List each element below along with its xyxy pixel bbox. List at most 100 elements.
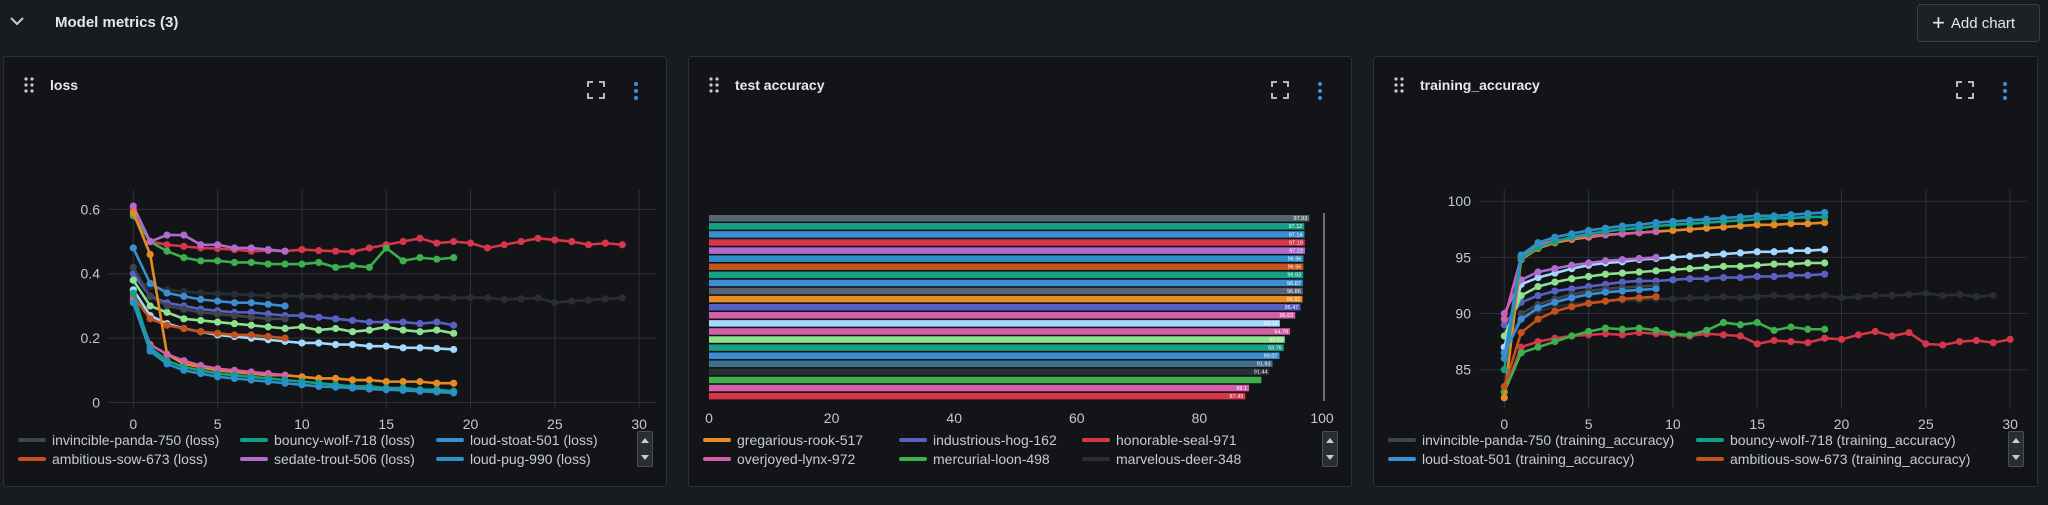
y-tick-label: 85 [1455, 362, 1471, 378]
data-point [332, 263, 340, 271]
series-line [132, 299, 286, 377]
add-chart-button[interactable]: + Add chart [1917, 4, 2040, 42]
legend-item[interactable]: invincible-panda-750 (loss) [18, 432, 219, 448]
data-point [247, 376, 255, 384]
legend-item[interactable]: industrious-hog-162 [899, 432, 1057, 448]
data-point [1955, 338, 1964, 346]
data-point [1972, 336, 1981, 345]
legend-item[interactable]: ambitious-sow-673 (loss) [18, 451, 208, 467]
arrow-down-icon[interactable] [1326, 455, 1334, 460]
data-point [1669, 226, 1677, 235]
data-point [1736, 222, 1744, 230]
arrow-up-icon[interactable] [1326, 438, 1334, 443]
data-point [1770, 260, 1778, 268]
data-point [281, 334, 289, 342]
data-point [1804, 247, 1812, 255]
bar-value-label: 93.07 [1264, 354, 1278, 360]
data-point [146, 279, 154, 287]
legend-item[interactable]: bouncy-wolf-718 (loss) [240, 432, 415, 448]
bar-value-label: 96.86 [1287, 289, 1301, 295]
legend-item[interactable]: marvelous-deer-348 [1082, 451, 1241, 467]
legend-item[interactable]: mercurial-loon-498 [899, 451, 1050, 467]
data-point [247, 321, 255, 329]
legend-item[interactable]: bouncy-wolf-718 (training_accuracy) [1696, 432, 1956, 448]
data-point [1703, 326, 1711, 334]
legend-label: sedate-trout-506 (loss) [274, 451, 415, 467]
legend-swatch [899, 438, 927, 442]
data-point [163, 241, 171, 249]
legend-item[interactable]: loud-stoat-501 (loss) [436, 432, 598, 448]
bar-group: 93.12 [709, 320, 1280, 327]
legend-item[interactable]: loud-pug-990 (loss) [436, 451, 591, 467]
data-point [1939, 341, 1947, 349]
data-point [1635, 277, 1643, 285]
y-tick-label: 0 [92, 395, 100, 411]
data-point [1787, 293, 1795, 301]
drag-handle-icon[interactable] [24, 77, 34, 93]
fullscreen-icon[interactable] [1956, 81, 1974, 99]
arrow-up-icon[interactable] [641, 438, 649, 443]
data-point [618, 241, 626, 249]
legend-item[interactable]: overjoyed-lynx-972 [703, 451, 855, 467]
training-accuracy-line-chart[interactable]: 859095100051015202530Step [1374, 117, 2039, 432]
legend-scrollbar[interactable] [637, 431, 653, 467]
legend-item[interactable]: loud-stoat-501 (training_accuracy) [1388, 451, 1634, 467]
data-point [214, 297, 222, 305]
bar-value-label: 97.19 [1289, 240, 1303, 246]
more-options-icon[interactable] [1316, 81, 1324, 101]
data-point [1500, 354, 1508, 363]
bar [709, 223, 1305, 230]
data-point [1888, 332, 1896, 340]
data-point [500, 295, 508, 304]
legend-item[interactable]: invincible-panda-750 (training_accuracy) [1388, 432, 1674, 448]
test-accuracy-bar-chart[interactable]: 0 20 40 60 80 100 97.93 97.12 97.14 97.19 97.22 96.… [689, 117, 1353, 432]
chevron-down-icon[interactable] [6, 10, 28, 32]
x-tick-label: 80 [1192, 410, 1208, 426]
data-point [214, 241, 222, 249]
data-point [247, 331, 255, 339]
data-point [551, 236, 559, 244]
bar [709, 384, 1250, 392]
legend-scrollbar[interactable] [2008, 431, 2024, 467]
data-point [180, 305, 188, 313]
legend-label: invincible-panda-750 (training_accuracy) [1422, 432, 1675, 448]
data-point [1568, 285, 1576, 293]
legend-scrollbar[interactable] [1322, 431, 1338, 467]
drag-handle-icon[interactable] [1394, 77, 1404, 93]
legend-swatch [240, 438, 268, 442]
data-point [1517, 329, 1525, 337]
series-loud-pug-990 [129, 299, 458, 397]
legend-item[interactable]: honorable-seal-971 [1082, 432, 1237, 448]
data-point [1618, 222, 1626, 230]
legend-item[interactable]: sedate-trout-506 (loss) [240, 451, 415, 467]
loss-line-chart[interactable]: 00.20.40.6051015202530Step [4, 117, 668, 432]
series-lime-series [1500, 259, 1829, 340]
x-tick-label: 30 [2002, 416, 2018, 432]
data-point [1686, 252, 1694, 260]
series-loud-stoat-501 [129, 244, 289, 310]
chart-panel-loss: loss 00.20.40.6051015202530Step invincib… [3, 56, 667, 487]
legend-swatch [1388, 438, 1416, 442]
data-point [214, 329, 222, 337]
data-point [1821, 270, 1829, 278]
legend-item[interactable]: ambitious-sow-673 (training_accuracy) [1696, 451, 1970, 467]
more-options-icon[interactable] [2001, 81, 2009, 101]
arrow-down-icon[interactable] [641, 455, 649, 460]
fullscreen-icon[interactable] [1271, 81, 1289, 99]
data-point [1551, 265, 1559, 273]
data-point [1753, 293, 1761, 301]
y-tick-label: 0.6 [81, 201, 101, 217]
bar [709, 295, 1303, 303]
fullscreen-icon[interactable] [587, 81, 605, 99]
arrow-down-icon[interactable] [2012, 455, 2020, 460]
data-point [1719, 250, 1728, 258]
data-point [1719, 262, 1728, 270]
more-options-icon[interactable] [632, 81, 640, 101]
drag-handle-icon[interactable] [709, 77, 719, 93]
data-point [1703, 224, 1711, 232]
data-point [264, 292, 272, 300]
legend-item[interactable]: gregarious-rook-517 [703, 432, 863, 448]
x-tick-label: 25 [1918, 416, 1934, 432]
arrow-up-icon[interactable] [2012, 438, 2020, 443]
data-point [230, 299, 239, 307]
